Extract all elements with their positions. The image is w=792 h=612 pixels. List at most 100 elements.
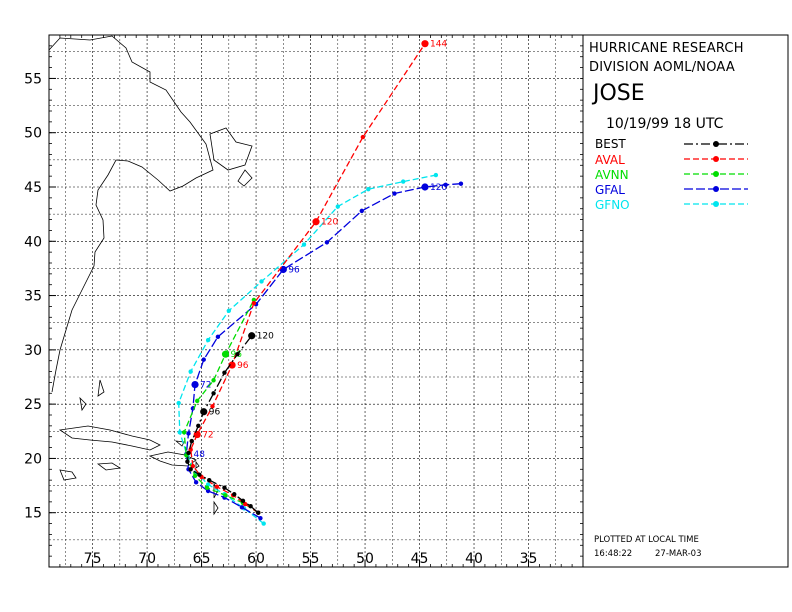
track-point-gfno	[335, 204, 340, 209]
legend-marker-gfal	[713, 186, 719, 192]
track-point-avnn	[204, 485, 210, 490]
legend-label-aval: AVAL	[595, 153, 625, 167]
plotted-label: PLOTTED AT LOCAL TIME	[594, 535, 699, 545]
track-point-gfno	[205, 337, 211, 343]
track-point-gfal	[421, 183, 429, 191]
legend-marker-best	[713, 141, 719, 147]
track-point-gfal	[191, 381, 199, 389]
x-tick-label: 75	[84, 551, 102, 567]
track-hour-label-best: 96	[209, 408, 221, 418]
track-point-gfal	[239, 505, 245, 510]
track-point-best	[211, 391, 216, 396]
track-hour-label-gfal: 96	[288, 266, 300, 276]
tracks: 48729612096729612014496120	[176, 40, 464, 526]
track-point-best	[186, 450, 191, 456]
x-tick-label: 50	[356, 551, 374, 567]
track-point-best	[235, 352, 240, 357]
track-point-avnn	[221, 350, 230, 358]
legend-label-gfal: GFAL	[595, 183, 625, 197]
track-hour-label-aval: 72	[202, 431, 213, 441]
y-tick-label: 15	[24, 506, 42, 522]
legend	[684, 141, 748, 207]
track-point-gfal	[443, 182, 448, 188]
legend-marker-gfno	[713, 201, 719, 207]
y-tick-label: 35	[24, 289, 42, 305]
track-point-avnn	[195, 398, 200, 404]
track-point-aval	[193, 430, 201, 439]
track-point-gfal	[186, 431, 191, 436]
track-point-aval	[360, 134, 366, 140]
x-tick-label: 70	[138, 551, 156, 567]
track-point-aval	[312, 218, 320, 226]
y-tick-label: 30	[24, 343, 42, 359]
track-point-gfno	[301, 242, 307, 247]
track-point-aval	[210, 404, 215, 409]
track-point-avnn	[211, 378, 216, 383]
y-tick-label: 20	[24, 451, 42, 467]
y-tick-label: 55	[24, 71, 42, 87]
y-tick-label: 25	[24, 397, 42, 413]
x-tick-label: 60	[247, 551, 265, 567]
track-hour-label-best: 120	[257, 332, 274, 342]
track-point-aval	[421, 40, 429, 48]
track-point-aval	[251, 300, 257, 306]
track-point-avnn	[181, 430, 187, 435]
track-point-avnn	[223, 493, 228, 498]
track-point-gfno	[177, 430, 182, 435]
track-point-best	[188, 467, 193, 472]
track-point-aval	[242, 501, 248, 507]
legend-label-avnn: AVNN	[595, 168, 629, 182]
track-point-gfal	[215, 334, 221, 340]
x-tick-label: 40	[465, 551, 483, 567]
track-hour-label-gfal: 72	[200, 381, 211, 391]
track-line-gfno	[178, 174, 437, 525]
track-point-gfno	[366, 186, 371, 192]
track-point-best	[207, 477, 212, 483]
legend-marker-avnn	[713, 171, 719, 177]
track-point-gfal	[201, 357, 206, 362]
track-point-best	[196, 423, 201, 429]
track-point-aval	[228, 361, 236, 369]
track-point-best	[222, 370, 227, 375]
plot-time: 16:48:22	[594, 549, 633, 559]
track-point-gfno	[259, 279, 264, 284]
track-point-best	[197, 472, 202, 477]
org-line-1: HURRICANE RESEARCH	[589, 41, 744, 56]
track-hour-label-gfal: 48	[193, 450, 205, 460]
track-hour-label-gfal: 120	[430, 183, 447, 193]
track-point-gfno	[176, 400, 181, 406]
track-point-gfno	[400, 179, 406, 184]
track-point-aval	[214, 484, 220, 489]
track-point-gfno	[188, 369, 193, 374]
analysis-date: 10/19/99 18 UTC	[606, 116, 724, 132]
legend-label-best: BEST	[595, 137, 626, 151]
grid	[49, 35, 584, 568]
track-point-best	[200, 408, 208, 416]
plot-frame	[48, 34, 584, 568]
x-tick-label: 55	[302, 551, 320, 567]
track-point-gfal	[324, 240, 330, 245]
track-point-best	[185, 459, 190, 464]
x-tick-label: 35	[520, 551, 538, 567]
x-tick-label: 45	[411, 551, 429, 567]
plot-date: 27-MAR-03	[655, 549, 702, 559]
track-point-avnn	[192, 473, 198, 478]
track-hour-label-aval: 120	[321, 218, 338, 228]
track-point-best	[222, 485, 227, 490]
track-point-best	[232, 492, 237, 497]
track-point-gfno	[226, 308, 232, 313]
track-point-gfal	[392, 191, 397, 196]
track-point-gfal	[193, 480, 199, 485]
track-point-avnn	[251, 297, 257, 303]
track-line-avnn	[183, 299, 259, 514]
track-hour-label-aval: 144	[430, 40, 447, 50]
track-point-gfal	[359, 208, 364, 214]
track-point-gfno	[261, 521, 266, 526]
axes: 75 70 65 60 55 50 45 40 35 15 20 25 30 35 40 45 50 55	[24, 35, 583, 567]
track-point-best	[248, 504, 253, 509]
track-point-gfno	[433, 172, 439, 178]
track-point-gfal	[458, 181, 464, 186]
org-line-2: DIVISION AOML/NOAA	[589, 60, 735, 75]
track-line-aval	[190, 43, 426, 514]
